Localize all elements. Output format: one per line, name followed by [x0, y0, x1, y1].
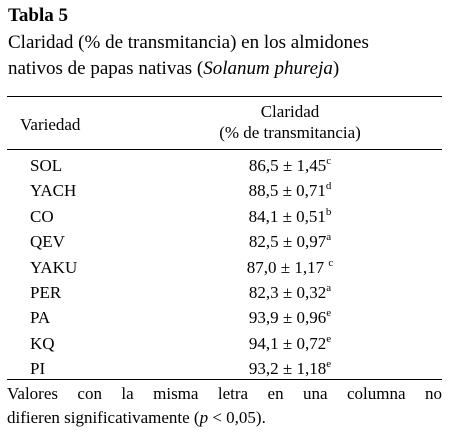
- clarity-cell: 88,5 ± 0,71d: [190, 178, 390, 203]
- significance-letter: e: [326, 358, 332, 371]
- header-variety: Variedad: [20, 115, 81, 134]
- table-row: CO 84,1 ± 0,51b: [0, 204, 449, 229]
- variety-cell: YAKU: [30, 257, 78, 277]
- footnote-suffix: < 0,05).: [208, 408, 266, 427]
- clarity-cell: 84,1 ± 0,51b: [190, 204, 390, 229]
- clarity-cell: 82,3 ± 0,32a: [190, 280, 390, 305]
- table-row: SOL 86,5 ± 1,45c: [0, 153, 449, 178]
- clarity-value: 94,1 ± 0,72: [248, 333, 327, 353]
- clarity-value: 86,5 ± 1,45: [248, 156, 327, 175]
- footnote-line-2: difieren significativamente (p < 0,05).: [7, 406, 442, 430]
- table-caption: Claridad (% de transmitancia) en los alm…: [8, 30, 448, 82]
- significance-letter: e: [326, 332, 332, 345]
- caption-species: Solanum phureja: [203, 58, 333, 79]
- clarity-value: 82,5 ± 0,97: [248, 232, 327, 252]
- variety-cell: QEV: [30, 232, 65, 252]
- clarity-cell: 93,2 ± 1,18e: [190, 356, 390, 381]
- clarity-value: 88,5 ± 0,71: [248, 181, 326, 201]
- footnote-prefix: difieren significativamente (: [7, 408, 200, 427]
- variety-cell: PI: [30, 359, 46, 379]
- clarity-cell: 82,5 ± 0,97a: [190, 229, 390, 254]
- footnote-p: p: [199, 408, 209, 427]
- table-row: YAKU 87,0 ± 1,17 c: [0, 255, 449, 280]
- clarity-value: 82,3 ± 0,32: [248, 282, 327, 302]
- header-rule: [7, 149, 442, 150]
- header-clarity: Claridad (% de transmitancia): [190, 101, 390, 143]
- variety-cell: KQ: [30, 333, 55, 353]
- clarity-value: 84,1 ± 0,51: [248, 206, 326, 226]
- significance-letter: c: [328, 256, 334, 269]
- caption-prefix: nativos de papas nativas (: [8, 58, 204, 79]
- bottom-rule: [7, 379, 442, 380]
- clarity-value: 87,0 ± 1,17: [246, 257, 329, 277]
- clarity-cell: 94,1 ± 0,72e: [190, 331, 390, 356]
- significance-letter: c: [326, 155, 332, 167]
- significance-letter: a: [326, 281, 332, 294]
- significance-letter: e: [326, 307, 332, 320]
- significance-letter: a: [326, 231, 332, 244]
- caption-line-2: nativos de papas nativas (Solanum phurej…: [8, 56, 448, 82]
- table-row: PER 82,3 ± 0,32a: [0, 280, 449, 305]
- variety-cell: PER: [30, 282, 62, 302]
- caption-line-1: Claridad (% de transmitancia) en los alm…: [8, 32, 369, 53]
- table-row: QEV 82,5 ± 0,97a: [0, 229, 449, 254]
- significance-letter: b: [325, 205, 332, 218]
- clarity-value: 93,9 ± 0,96: [248, 308, 327, 328]
- header-clarity-line-2: (% de transmitancia): [219, 123, 361, 142]
- clarity-cell: 86,5 ± 1,45c: [190, 153, 390, 178]
- header-clarity-line-1: Claridad: [260, 102, 320, 121]
- variety-cell: PA: [30, 308, 51, 328]
- variety-cell: YACH: [30, 181, 77, 201]
- table-row: YACH 88,5 ± 0,71d: [0, 178, 449, 203]
- table-row: PI 93,2 ± 1,18e: [0, 356, 449, 381]
- table-row: PA 93,9 ± 0,96e: [0, 305, 449, 330]
- top-rule: [7, 96, 442, 97]
- clarity-cell: 87,0 ± 1,17 c: [190, 255, 390, 280]
- table-body: SOL 86,5 ± 1,45c YACH 88,5 ± 0,71d CO 84,1 ± …: [0, 153, 449, 382]
- significance-letter: d: [325, 180, 332, 193]
- table-row: KQ 94,1 ± 0,72e: [0, 331, 449, 356]
- table-label: Tabla 5: [8, 5, 69, 26]
- variety-cell: SOL: [30, 156, 63, 175]
- caption-suffix: ): [332, 58, 340, 79]
- clarity-value: 93,2 ± 1,18: [248, 359, 327, 379]
- table-footnote: Valores con la misma letra en una column…: [7, 382, 442, 430]
- clarity-cell: 93,9 ± 0,96e: [190, 305, 390, 330]
- variety-cell: CO: [30, 206, 54, 226]
- footnote-line-1: Valores con la misma letra en una column…: [7, 384, 442, 403]
